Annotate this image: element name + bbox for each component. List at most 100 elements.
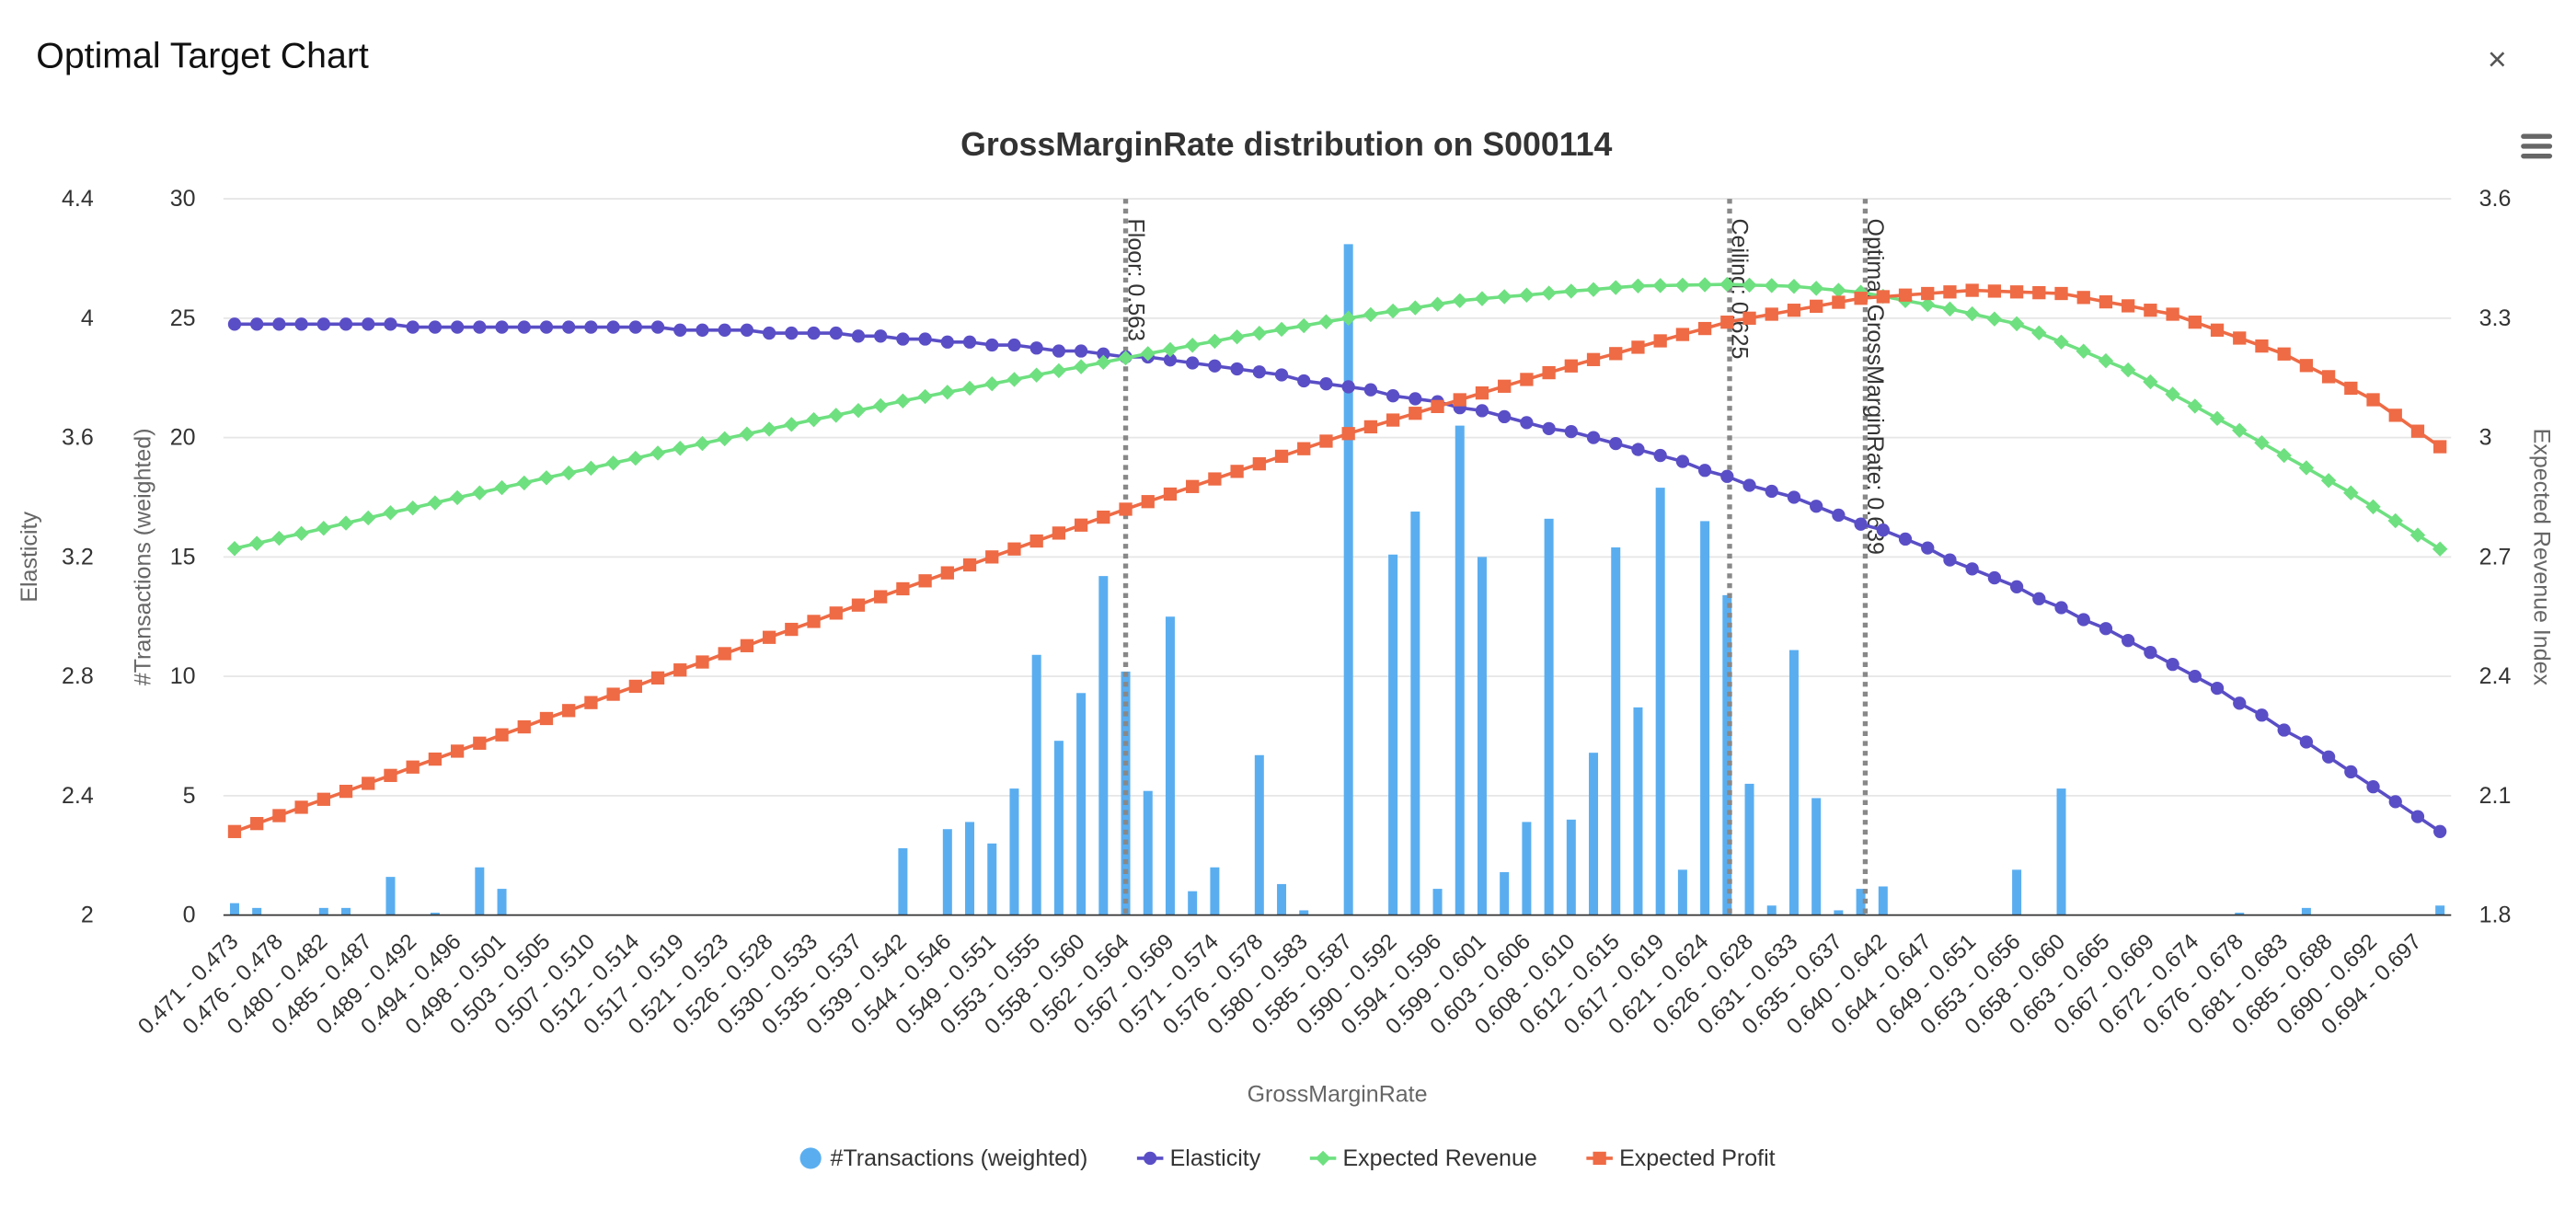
marker-diamond <box>1315 1150 1331 1167</box>
marker-square <box>1653 334 1667 348</box>
marker-square <box>1141 495 1155 509</box>
legend-item[interactable]: Elasticity <box>1136 1145 1261 1171</box>
y-tick-label: 20 <box>170 425 196 451</box>
marker-square <box>1586 352 1601 366</box>
bar <box>1343 244 1353 915</box>
marker-circle <box>1186 356 1200 370</box>
chart-menu-button[interactable] <box>2521 133 2553 159</box>
y2-tick-label: 2.1 <box>2479 783 2512 809</box>
marker-circle <box>2388 795 2402 809</box>
marker-square <box>1230 465 1244 478</box>
marker-square <box>2366 393 2380 407</box>
marker-diamond <box>1140 346 1156 362</box>
marker-diamond <box>2232 422 2248 439</box>
marker-circle <box>762 326 776 340</box>
marker-circle <box>2410 810 2425 823</box>
marker-circle <box>1029 341 1043 355</box>
legend-item[interactable]: Expected Profit <box>1586 1145 1776 1171</box>
marker-circle <box>1586 431 1601 444</box>
marker-square <box>785 622 799 637</box>
marker-circle <box>1987 570 2002 585</box>
bar <box>1254 754 1264 915</box>
marker-circle <box>1341 380 1355 394</box>
bar <box>475 867 485 915</box>
bar <box>1500 871 1510 915</box>
bar <box>987 843 997 915</box>
marker-square <box>1593 1151 1606 1166</box>
bar <box>1522 822 1532 915</box>
marker-circle <box>896 332 910 346</box>
y2-tick-label: 2.4 <box>2479 663 2512 689</box>
marker-circle <box>985 338 999 352</box>
marker-square <box>673 663 687 677</box>
marker-diamond <box>1340 310 1356 327</box>
marker-diamond <box>1630 278 1646 294</box>
marker-diamond <box>695 435 710 452</box>
marker-diamond <box>2143 374 2158 390</box>
bar <box>1009 788 1019 915</box>
marker-circle <box>1742 478 1756 492</box>
marker-diamond <box>2254 435 2270 451</box>
marker-square <box>1787 304 1801 317</box>
marker-square <box>1609 347 1623 361</box>
marker-square <box>294 800 308 814</box>
marker-square <box>1252 457 1266 471</box>
bar <box>898 847 908 915</box>
marker-square <box>1542 365 1556 380</box>
marker-square <box>718 647 731 661</box>
marker-circle <box>339 317 353 331</box>
marker-diamond <box>2008 316 2025 332</box>
marker-circle <box>1675 454 1690 468</box>
marker-square <box>918 574 932 588</box>
grid: 2 2.4 2.8 3.2 3.6 4 4.4 0 5 10 15 20 25 30 1.8 2.1 2.4 2.… <box>62 186 2511 1040</box>
series-line <box>234 322 2442 834</box>
marker-circle <box>1052 344 1066 358</box>
marker-diamond <box>2298 460 2315 476</box>
marker-diamond <box>2076 343 2091 359</box>
bar <box>1410 512 1420 915</box>
marker-diamond <box>1585 282 1602 297</box>
series-line <box>234 282 2442 551</box>
bar <box>1188 891 1198 915</box>
marker-circle <box>696 323 709 337</box>
marker-circle <box>2009 580 2024 593</box>
marker-circle <box>1898 532 1913 546</box>
bar <box>1811 798 1822 915</box>
marker-circle <box>1564 424 1578 439</box>
y2-axis-title: Expected Revenue Index <box>2529 429 2555 686</box>
marker-circle <box>473 320 487 334</box>
marker-diamond <box>1452 293 1467 309</box>
close-button[interactable]: × <box>2488 40 2507 77</box>
marker-square <box>2009 285 2024 299</box>
legend-item[interactable]: #Transactions (weighted) <box>799 1145 1088 1171</box>
marker-square <box>406 760 420 774</box>
marker-square <box>1876 290 1890 304</box>
marker-square <box>1765 307 1778 321</box>
marker-circle <box>1274 368 1289 382</box>
marker-circle <box>1163 353 1178 367</box>
marker-circle <box>517 320 531 334</box>
marker-diamond <box>1719 276 1735 293</box>
marker-circle <box>2054 601 2068 615</box>
marker-diamond <box>1942 301 1958 317</box>
y-tick-label: 5 <box>183 783 196 809</box>
marker-square <box>1921 286 1935 301</box>
x-axis-title: GrossMarginRate <box>1248 1081 1428 1107</box>
marker-diamond <box>1118 350 1133 366</box>
marker-circle <box>406 320 420 334</box>
marker-diamond <box>1096 354 1111 371</box>
marker-diamond <box>361 510 376 526</box>
legend-item[interactable]: Expected Revenue <box>1309 1145 1537 1171</box>
marker-circle <box>227 317 242 331</box>
legend-label: #Transactions (weighted) <box>831 1145 1088 1171</box>
bar <box>1677 869 1687 915</box>
chart-title: GrossMarginRate distribution on S000114 <box>960 126 1612 163</box>
marker-square <box>1965 283 1979 297</box>
marker-diamond <box>1986 311 2003 327</box>
marker-square <box>1564 359 1578 373</box>
y3-tick-label: 4.4 <box>62 186 94 212</box>
marker-square <box>1475 386 1489 400</box>
plot-line-label: Optimal GrossMarginRate: 0.639 <box>1862 218 1888 554</box>
bar <box>1210 867 1220 915</box>
marker-square <box>1631 340 1645 354</box>
